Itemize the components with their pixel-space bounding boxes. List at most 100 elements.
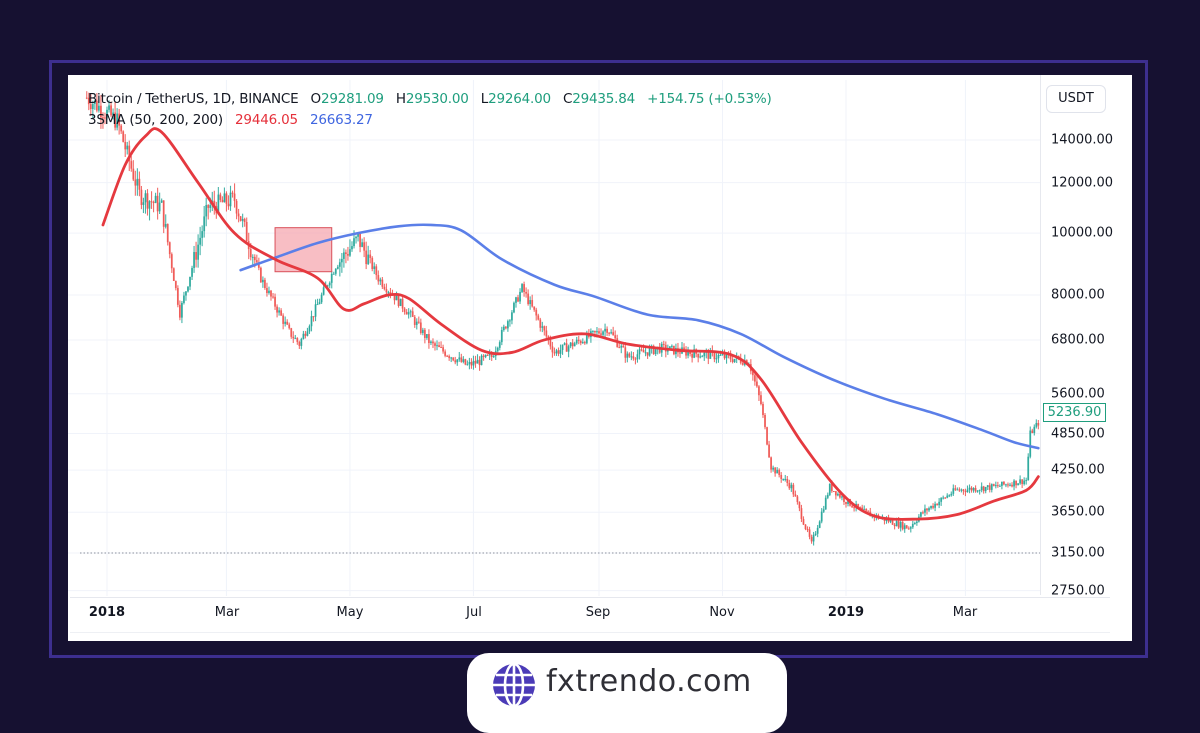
candle-body <box>557 350 560 354</box>
candle-body <box>723 354 726 359</box>
close-value: 29435.84 <box>572 91 636 107</box>
candle-body <box>227 203 230 207</box>
indicator-row: 3SMA (50, 200, 200) 29446.05 26663.27 <box>88 110 772 131</box>
candle-body <box>824 497 827 510</box>
candle-body <box>217 194 220 214</box>
candlestick-series[interactable] <box>85 91 1040 546</box>
candle-body <box>780 474 783 479</box>
candle-body <box>620 345 623 348</box>
candle-body <box>567 346 570 352</box>
candle-body <box>110 105 112 116</box>
candle-body <box>458 357 461 360</box>
time-tick-label: Sep <box>585 605 611 620</box>
candle-body <box>130 161 133 169</box>
candle-body <box>832 491 835 493</box>
candle-body <box>423 329 426 338</box>
time-axis[interactable] <box>70 597 1110 633</box>
candle-body <box>968 487 971 490</box>
candle-body <box>853 507 855 509</box>
candle-body <box>502 326 505 330</box>
candle-body <box>132 168 135 180</box>
candle-body <box>235 200 238 214</box>
candle-body <box>166 223 169 243</box>
candle-body <box>624 347 627 358</box>
candle-body <box>1037 422 1040 426</box>
candle-body <box>683 347 685 350</box>
candle-body <box>158 202 161 212</box>
price-tick-label: 8000.00 <box>1051 287 1105 303</box>
candle-body <box>162 200 165 227</box>
candle-body <box>786 478 789 483</box>
chart-card <box>68 75 1132 641</box>
candle-body <box>506 321 509 329</box>
candle-body <box>496 347 499 352</box>
candle-body <box>946 495 949 498</box>
last-price-label: 5236.90 <box>1043 403 1106 422</box>
price-tick-label: 4850.00 <box>1051 426 1105 441</box>
candle-body <box>802 518 805 525</box>
candle-body <box>241 218 244 221</box>
candle-body <box>320 294 323 303</box>
candle-body <box>907 528 910 530</box>
candle-body <box>100 105 102 118</box>
candle-body <box>128 145 131 162</box>
candle-body <box>440 347 442 349</box>
candle-body <box>488 354 491 356</box>
candle-body <box>654 349 657 354</box>
candle-body <box>545 330 548 337</box>
price-scale[interactable] <box>1040 75 1117 595</box>
candle-body <box>800 508 803 519</box>
candle-body <box>93 100 96 105</box>
candle-body <box>442 347 444 352</box>
candle-body <box>693 349 696 358</box>
candle-body <box>1035 422 1038 427</box>
currency-button[interactable]: USDT <box>1046 85 1106 113</box>
candle-body <box>857 503 860 508</box>
brand-name[interactable]: fxtrendo.com <box>546 664 752 699</box>
indicator-name[interactable]: 3SMA (50, 200, 200) <box>88 112 223 128</box>
candle-body <box>760 395 762 404</box>
candle-body <box>270 290 272 297</box>
candle-body <box>308 326 311 332</box>
candle-body <box>511 312 513 321</box>
candle-body <box>966 489 969 493</box>
candle-body <box>569 342 572 347</box>
price-chart-canvas[interactable] <box>0 0 1200 717</box>
candle-body <box>630 356 633 358</box>
candle-body <box>662 343 665 345</box>
candle-body <box>176 288 179 305</box>
candle-body <box>851 505 853 508</box>
candle-body <box>164 223 167 227</box>
candle-body <box>741 362 744 365</box>
price-tick-label: 12000.00 <box>1051 175 1114 191</box>
candle-body <box>421 329 424 334</box>
candle-body <box>887 518 890 522</box>
low-label: L <box>480 91 489 107</box>
candle-body <box>679 352 681 354</box>
sma200-line[interactable] <box>239 223 1040 450</box>
candle-body <box>476 359 479 364</box>
candle-body <box>274 296 276 307</box>
candle-body <box>636 354 639 360</box>
candle-body <box>612 332 615 336</box>
candle-body <box>142 202 145 205</box>
candle-body <box>1013 480 1015 487</box>
candle-body <box>1009 484 1011 486</box>
candle-body <box>859 507 862 509</box>
candle-body <box>1003 481 1005 485</box>
sma50-line[interactable] <box>101 127 1040 521</box>
low-value: 29264.00 <box>488 91 551 107</box>
candle-body <box>460 357 463 362</box>
candle-body <box>124 141 127 150</box>
candle-body <box>806 529 809 531</box>
symbol-title[interactable]: Bitcoin / TetherUS, 1D, BINANCE <box>88 91 299 107</box>
candle-body <box>444 351 447 356</box>
candle-body <box>355 236 357 239</box>
candle-body <box>375 266 378 276</box>
candle-body <box>197 244 200 260</box>
candle-body <box>144 193 147 203</box>
candle-body <box>602 331 604 335</box>
candle-body <box>482 355 485 357</box>
candle-body <box>525 292 528 294</box>
crossover-highlight-box[interactable] <box>274 227 333 273</box>
